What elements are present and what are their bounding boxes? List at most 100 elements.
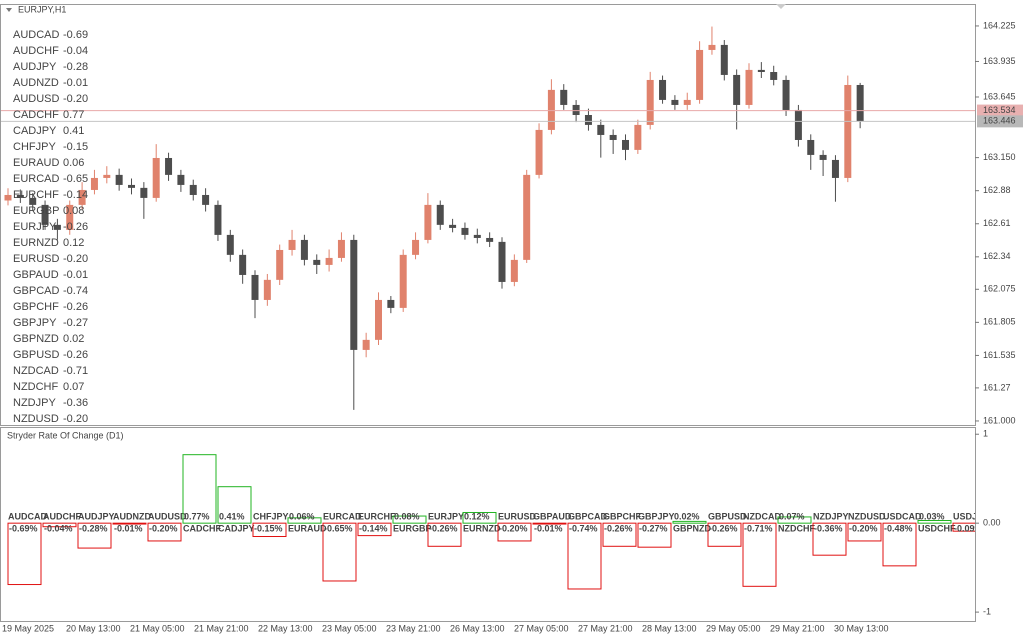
candle-body (486, 237, 494, 242)
pair-change: -0.26 (63, 301, 88, 313)
pair-change: -0.01 (63, 269, 88, 281)
pair-change: 0.12 (63, 237, 84, 249)
candle-body (683, 99, 691, 105)
candle-body (375, 299, 382, 340)
pair-change: -0.14 (63, 189, 88, 201)
pair-name: GBPAUD (13, 269, 59, 281)
candle-body (720, 44, 728, 75)
bar-name: AUDNZD (113, 512, 151, 522)
bar-name: EURCHF (358, 512, 396, 522)
pair-name: EURCHF (13, 189, 59, 201)
bar-name: USDCAD (883, 512, 922, 522)
pair-name: EURGBP (13, 205, 59, 217)
pair-name: EURNZD (13, 237, 59, 249)
pair-name: AUDUSD (13, 93, 60, 105)
pair-change: -0.26 (63, 349, 88, 361)
pair-name: AUDJPY (13, 61, 57, 73)
candle-body (461, 227, 469, 235)
candle-body (412, 239, 420, 255)
candle-body (794, 109, 802, 140)
candle-body (387, 299, 395, 308)
candle-body (300, 239, 308, 260)
candle-body (313, 259, 321, 265)
roc-bar (742, 522, 777, 587)
pair-name: EURJPY (13, 221, 57, 233)
roc-bar (497, 522, 532, 542)
roc-bar (882, 522, 917, 567)
candle-body (659, 79, 667, 100)
x-tick-label: 23 May 21:00 (386, 623, 441, 633)
candle-body (535, 129, 543, 175)
candle-body (399, 254, 407, 308)
candle-body (337, 239, 345, 258)
pair-change: -0.20 (63, 253, 88, 265)
bar-name: GBPCHF (603, 512, 642, 522)
pair-name: NZDJPY (13, 397, 56, 409)
roc-bar (322, 522, 357, 582)
y-tick-label: -1 (983, 606, 991, 616)
pair-change: -0.27 (63, 317, 88, 329)
bar-name: GBPNZD (673, 524, 712, 534)
candle-body (831, 159, 839, 178)
roc-bar (672, 520, 707, 524)
candle-body (115, 174, 123, 185)
bar-name: AUDCHF (43, 512, 81, 522)
indicator-panel (0, 427, 976, 622)
candle-body (140, 187, 148, 198)
candle-body (16, 194, 24, 198)
candle-body (288, 239, 296, 250)
roc-bar (567, 522, 602, 590)
roc-bar (217, 486, 252, 524)
pair-name: GBPCHF (13, 301, 59, 313)
roc-bar (182, 454, 217, 524)
candle-body (276, 249, 284, 280)
ask-label-box (977, 104, 1023, 117)
pair-change: -0.04 (63, 45, 88, 57)
bar-name: EURCAD (323, 512, 362, 522)
x-tick-label: 21 May 05:00 (130, 623, 185, 633)
pair-change: -0.36 (63, 397, 88, 409)
x-tick-label: 28 May 13:00 (642, 623, 697, 633)
x-tick-label: 22 May 13:00 (258, 623, 313, 633)
candle-body (634, 124, 642, 150)
candle-body (78, 189, 86, 205)
pair-name: CADCHF (13, 109, 59, 121)
pair-name: CADJPY (13, 125, 57, 137)
y-tick-label: 161.000 (983, 415, 1016, 425)
candle-body (473, 234, 481, 238)
candle-body (856, 84, 864, 122)
bar-name: CADJPY (218, 524, 255, 534)
x-tick-label: 20 May 13:00 (66, 623, 121, 633)
shift-marker (776, 4, 786, 9)
bar-value: -0.26% (709, 524, 738, 534)
bar-value: -0.27% (639, 524, 668, 534)
candle-body (189, 184, 197, 195)
candle-body (844, 84, 852, 178)
candle-body (745, 69, 753, 105)
bar-value: -0.69% (9, 524, 38, 534)
y-tick-label: 161.27 (983, 382, 1011, 392)
main-panel (0, 4, 976, 426)
roc-bar (357, 522, 392, 537)
candle-body (523, 174, 531, 260)
candle-body (757, 69, 765, 72)
bar-value: -0.20% (499, 524, 528, 534)
bar-name: USDCHF (918, 524, 956, 534)
candle-body (436, 204, 444, 225)
panel-menu-arrow[interactable] (6, 8, 12, 12)
bar-name: NZDJPY (813, 512, 849, 522)
candle-body (41, 204, 49, 225)
y-tick-label: 1 (983, 429, 988, 439)
pair-change: 0.07 (63, 381, 84, 393)
roc-bar (77, 522, 112, 549)
candle-body (770, 71, 778, 80)
y-tick-label: 163.150 (983, 152, 1016, 162)
roc-bar (392, 515, 427, 524)
candle-body (510, 259, 518, 282)
bar-value: 0.06% (289, 512, 315, 522)
roc-bar (707, 522, 742, 547)
candle-body (362, 339, 370, 350)
ask-label: 163.534 (983, 105, 1016, 115)
candle-body (239, 254, 247, 275)
